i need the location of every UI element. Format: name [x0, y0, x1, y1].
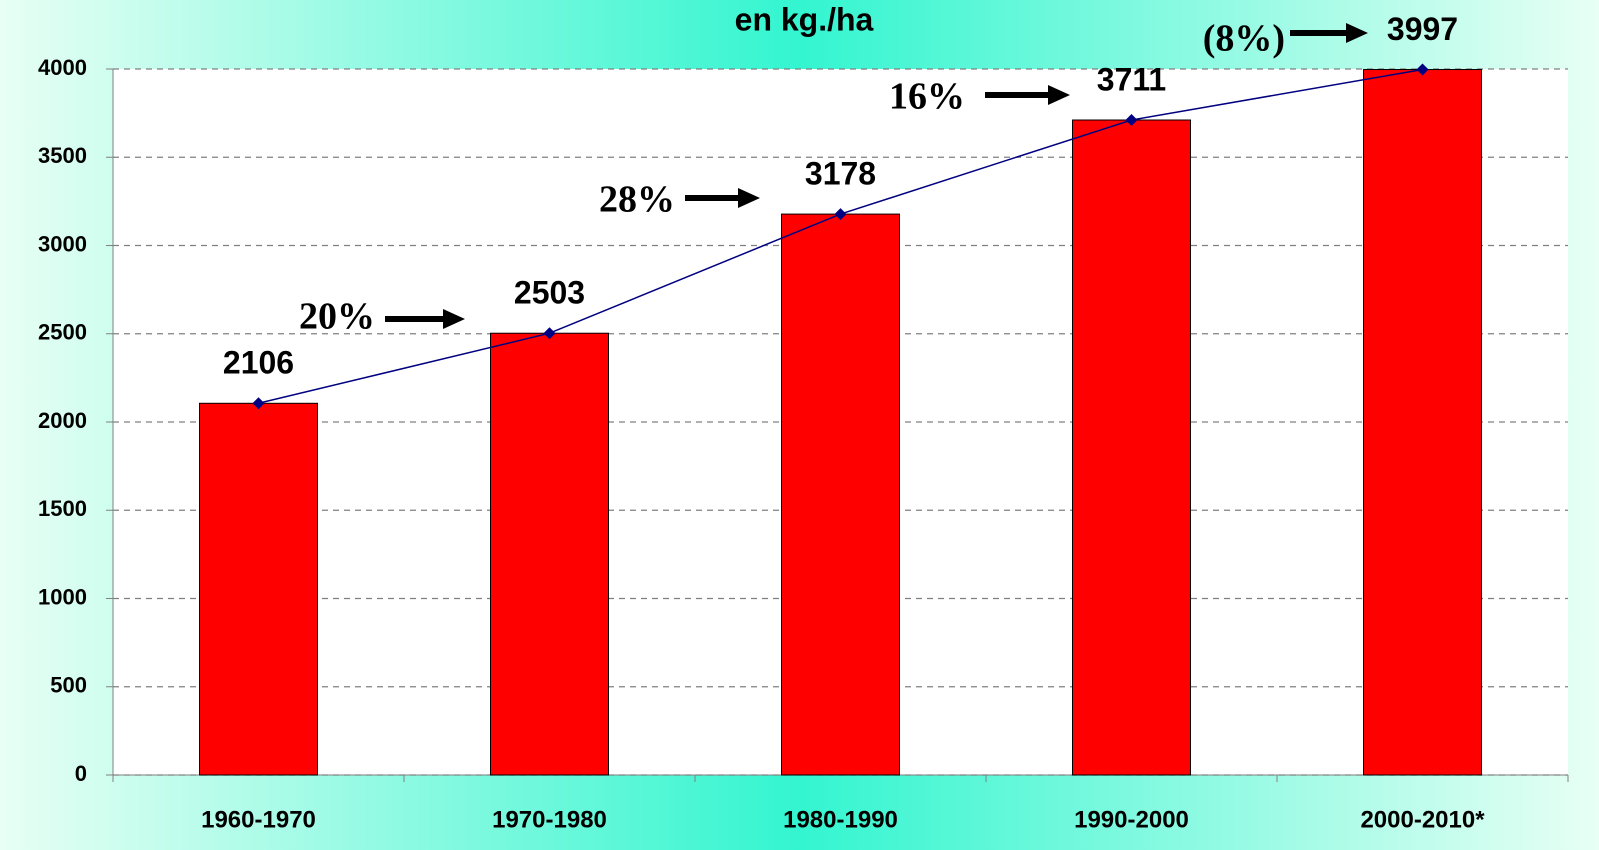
x-tick-label: 1990-2000	[1074, 806, 1189, 833]
annotation-arrow	[385, 309, 465, 329]
value-label: 2106	[223, 345, 294, 381]
line-marker	[252, 397, 265, 410]
y-tick-label: 3500	[38, 143, 87, 168]
bar	[1363, 69, 1482, 776]
bar	[490, 332, 609, 776]
chart-title: en kg./ha	[735, 1, 874, 37]
y-tick-label: 1500	[38, 496, 87, 521]
y-tick-label: 500	[50, 673, 87, 698]
annotation: 28%	[599, 179, 675, 221]
x-tick-label: 1980-1990	[783, 806, 898, 833]
annotation-arrow	[1290, 23, 1368, 43]
y-tick-label: 1000	[38, 584, 87, 609]
value-label: 2503	[514, 275, 585, 311]
y-tick-label: 0	[75, 761, 87, 786]
annotation-arrow	[985, 85, 1070, 105]
line-marker	[1416, 63, 1429, 76]
x-tick-label: 1960-1970	[201, 806, 316, 833]
bar	[781, 213, 900, 776]
x-tick-label: 2000-2010*	[1360, 806, 1485, 833]
y-tick-label: 2500	[38, 320, 87, 345]
line-marker	[1125, 114, 1138, 127]
annotation: 20%	[299, 296, 375, 338]
y-tick-label: 4000	[38, 55, 87, 80]
value-label: 3711	[1097, 61, 1166, 97]
value-label: 3178	[805, 156, 876, 192]
line-marker	[543, 327, 556, 340]
bar	[1072, 119, 1191, 776]
y-tick-label: 3000	[38, 231, 87, 256]
line-marker	[834, 208, 847, 221]
annotation: 16%	[889, 76, 965, 118]
y-tick-label: 2000	[38, 408, 87, 433]
value-label: 3997	[1387, 11, 1458, 47]
x-tick-label: 1970-1980	[492, 806, 607, 833]
annotation-arrow	[685, 188, 760, 208]
annotation: (8%)	[1203, 18, 1285, 60]
bar	[199, 402, 318, 776]
